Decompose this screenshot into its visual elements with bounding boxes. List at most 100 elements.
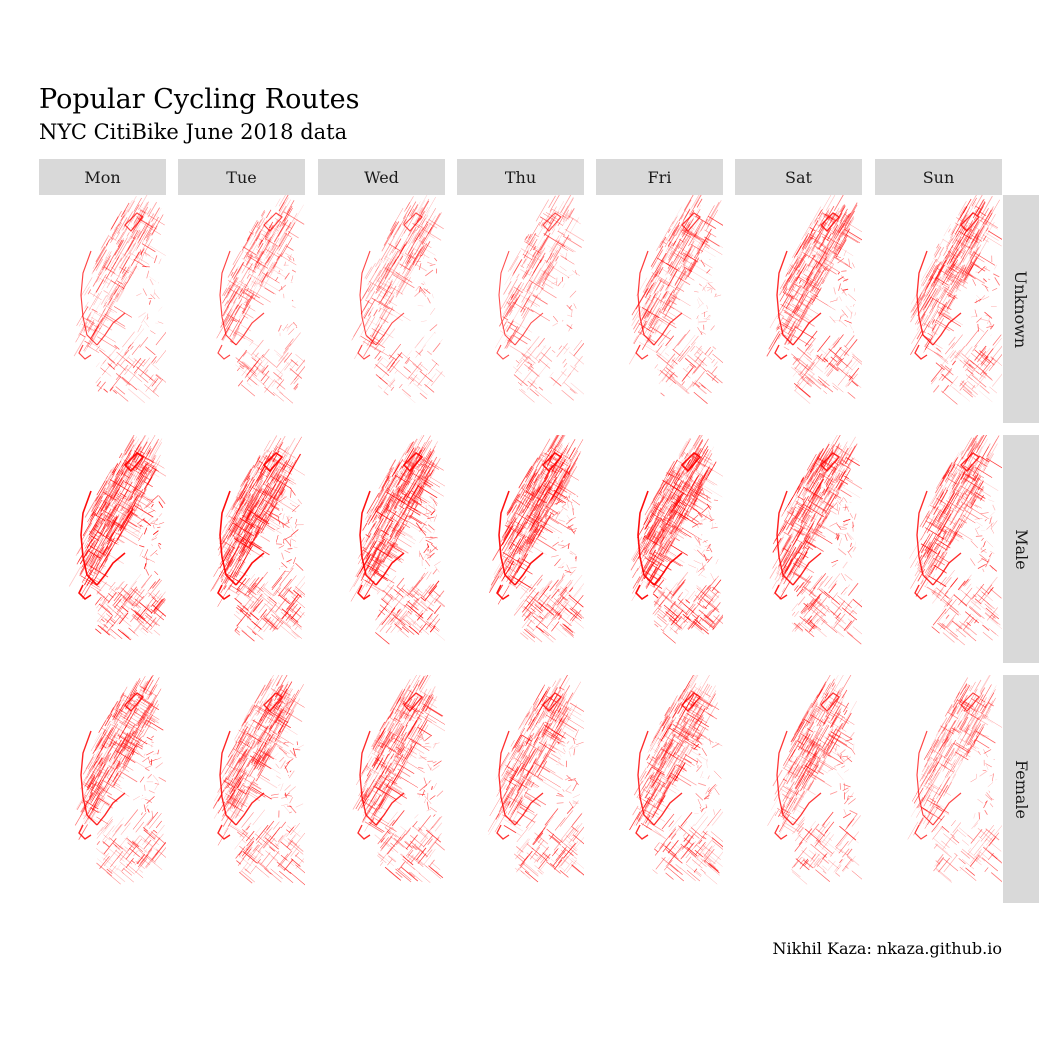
route-segment (237, 262, 244, 275)
route-segment (92, 323, 98, 333)
route-segment (546, 255, 558, 276)
route-segment (571, 309, 573, 317)
route-segment (401, 624, 406, 629)
route-segment (425, 539, 433, 545)
route-segment (949, 230, 955, 239)
route-segment (402, 260, 411, 275)
route-segment (967, 369, 974, 375)
route-segment (960, 212, 968, 225)
route-segment (277, 517, 281, 525)
route-segment (678, 199, 692, 222)
route-segment (805, 337, 816, 351)
route-segment (700, 331, 706, 335)
route-segment (92, 272, 102, 287)
route-segment (697, 386, 706, 394)
route-segment (692, 371, 705, 387)
route-segment (500, 288, 514, 310)
route-segment (924, 281, 931, 292)
route-segment (542, 212, 562, 232)
route-segment (262, 272, 280, 284)
route-segment (78, 344, 92, 360)
route-segment (968, 195, 977, 208)
route-segment (278, 221, 284, 226)
route-segment (944, 298, 951, 310)
route-segment (514, 282, 525, 299)
route-segment (425, 623, 432, 630)
route-segment (934, 246, 942, 258)
route-segment (240, 510, 251, 527)
route-segment (418, 499, 425, 504)
route-segment (928, 278, 940, 296)
route-segment (833, 340, 840, 349)
route-segment (127, 471, 137, 478)
route-segment (681, 381, 685, 386)
route-segment (109, 310, 114, 313)
route-segment (817, 224, 833, 234)
route-segment (980, 348, 994, 365)
route-segment (133, 358, 144, 367)
route-segment (257, 462, 263, 471)
route-segment (275, 198, 281, 207)
route-segment (426, 615, 433, 623)
route-segment (149, 438, 160, 455)
route-segment (217, 584, 231, 607)
route-segment (421, 600, 427, 605)
route-segment (680, 385, 690, 394)
route-segment (281, 603, 295, 620)
route-segment (398, 383, 403, 389)
route-segment (834, 256, 839, 260)
route-segment (653, 327, 657, 332)
route-segment (394, 589, 404, 598)
route-segment (250, 277, 256, 286)
route-segment (392, 505, 410, 516)
route-segment (834, 354, 848, 367)
route-segment (961, 380, 978, 395)
route-segment (130, 227, 138, 232)
route-segment (543, 213, 564, 226)
route-segment (126, 276, 131, 284)
route-segment (793, 287, 800, 298)
route-segment (133, 453, 139, 461)
route-segment (706, 282, 713, 284)
route-segment (110, 267, 116, 271)
route-segment (135, 489, 142, 501)
route-segment (246, 221, 259, 242)
route-segment (416, 335, 425, 346)
route-segment (279, 391, 294, 404)
route-segment (228, 280, 243, 290)
route-segment (398, 508, 404, 518)
route-segment (375, 258, 389, 282)
route-segment (89, 560, 94, 568)
route-segment (138, 524, 144, 528)
route-segment (386, 475, 397, 492)
route-segment (806, 251, 819, 271)
route-segment (961, 266, 967, 275)
route-segment (435, 368, 445, 378)
route-segment (137, 207, 148, 214)
route-segment (420, 496, 431, 504)
route-segment (236, 484, 248, 503)
route-segment (519, 369, 533, 386)
route-segment (526, 281, 533, 292)
route-segment (241, 384, 256, 397)
route-segment (714, 294, 722, 298)
route-segment (108, 347, 117, 359)
route-segment (431, 359, 440, 366)
route-segment (956, 352, 972, 366)
route-segment (290, 218, 298, 230)
route-segment (105, 523, 118, 545)
route-segment (950, 267, 958, 273)
route-segment (972, 246, 978, 257)
route-segment (106, 614, 114, 624)
route-segment (246, 367, 259, 382)
route-segment (96, 602, 101, 609)
route-segment (80, 548, 87, 559)
route-segment (418, 349, 424, 355)
route-segment (389, 593, 394, 598)
route-segment (526, 288, 531, 292)
route-segment (229, 584, 251, 598)
route-segment (233, 279, 253, 292)
route-segment (267, 244, 280, 267)
route-segment (655, 277, 668, 297)
route-segment (383, 245, 393, 260)
